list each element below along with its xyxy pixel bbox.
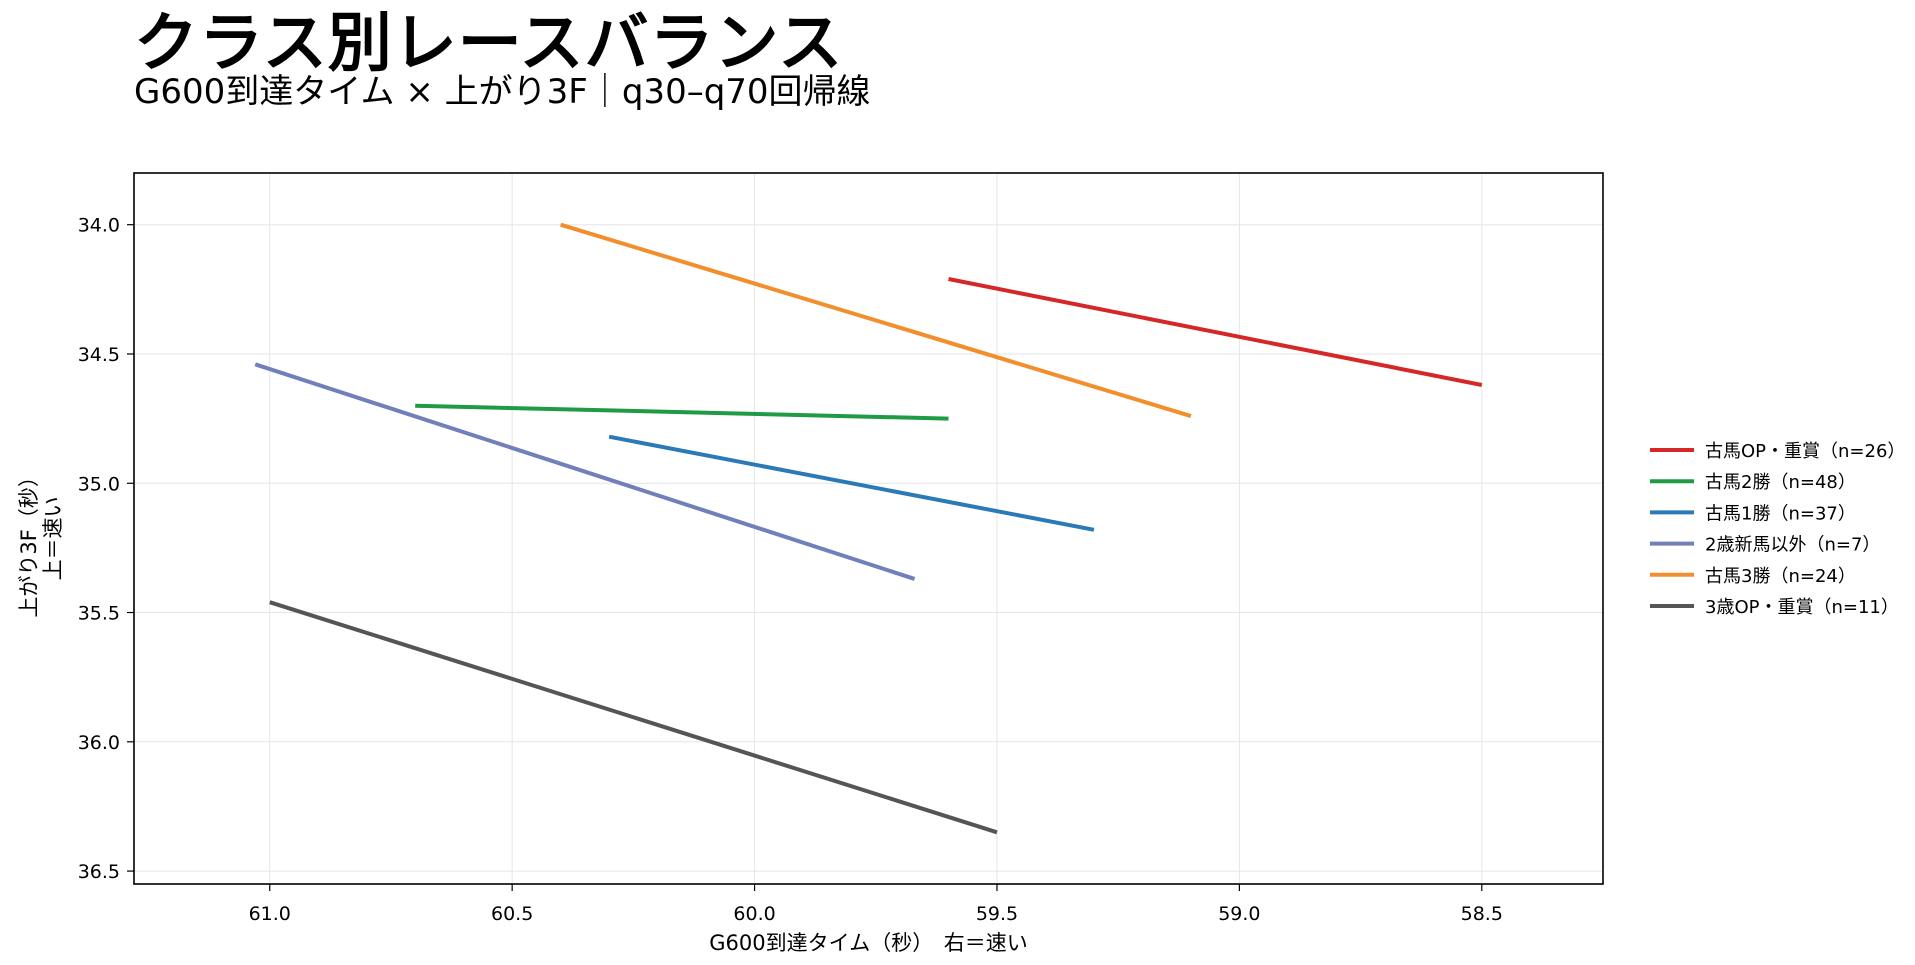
x-tick-label: 59.0 (1218, 903, 1260, 925)
series-line-0 (948, 277, 1483, 387)
series-line-4 (560, 222, 1192, 418)
plot-frame (133, 172, 1604, 885)
y-axis-label: 上がり3F（秒） 上＝速い (17, 459, 65, 617)
series-line-1 (415, 403, 949, 421)
legend-label-5: 3歳OP・重賞（n=11） (1705, 597, 1899, 618)
x-axis-label: G600到達タイム（秒） 右＝速い (709, 931, 1027, 955)
legend-label-4: 古馬3勝（n=24） (1705, 566, 1856, 587)
legend-label-0: 古馬OP・重賞（n=26） (1705, 441, 1905, 462)
y-tick-label: 36.5 (78, 861, 120, 883)
y-tick-label: 36.0 (78, 732, 120, 754)
grid (134, 173, 1603, 884)
legend: 古馬OP・重賞（n=26） 古馬2勝（n=48） 古馬1勝（n=37） 2歳新馬以外（… (1650, 441, 1905, 618)
legend-label-2: 古馬1勝（n=37） (1705, 503, 1856, 524)
legend-label-1: 古馬2勝（n=48） (1705, 472, 1856, 493)
x-tick-label: 59.5 (976, 903, 1018, 925)
chart-subtitle: G600到達タイム × 上がり3F｜q30–q70回帰線 (134, 72, 871, 112)
series-line-5 (269, 600, 998, 835)
y-axis-label-line-1: 上がり3F（秒） (17, 466, 41, 617)
series-line-2 (608, 434, 1095, 532)
x-tick-label: 61.0 (249, 903, 291, 925)
x-tick-label: 60.0 (733, 903, 775, 925)
y-tick-label: 35.5 (78, 603, 120, 625)
axis-ticks: 61.0 60.5 60.0 59.5 59.0 58.5 34.0 34.5 35.0 35.5… (78, 215, 1503, 925)
series-line-3 (254, 362, 916, 581)
series-lines (254, 222, 1483, 835)
legend-label-3: 2歳新馬以外（n=7） (1705, 535, 1880, 556)
x-tick-label: 58.5 (1461, 903, 1503, 925)
y-tick-label: 34.5 (78, 344, 120, 366)
x-tick-label: 60.5 (491, 903, 533, 925)
y-tick-label: 35.0 (78, 473, 120, 495)
y-tick-label: 34.0 (78, 215, 120, 237)
y-axis-label-line-2: 上＝速い (41, 497, 65, 581)
chart-title: クラス別レースバランス (134, 7, 844, 81)
